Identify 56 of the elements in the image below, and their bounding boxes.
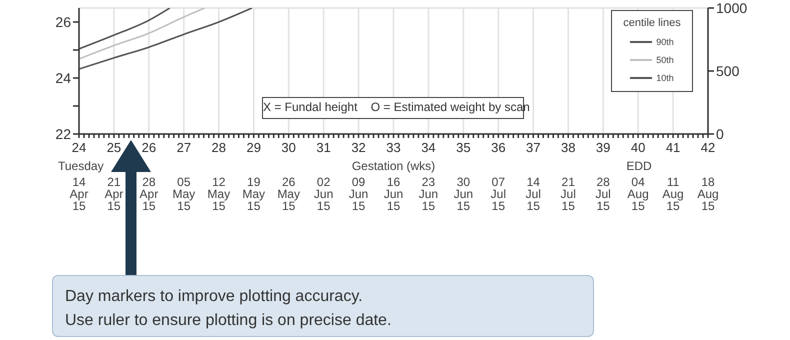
text: 11 Aug 15 <box>661 175 685 213</box>
legend-label: 50th <box>656 55 674 65</box>
x-tick-label: 30 <box>281 140 296 155</box>
x-axis-title: Gestation (wks) <box>350 159 436 173</box>
x-tick-label: 38 <box>560 140 576 155</box>
text: Day markers to improve plotting accuracy. <box>65 287 364 307</box>
text: 21 Apr 15 <box>104 175 124 213</box>
text: 30 Jun 15 <box>452 175 474 213</box>
x-tick-label: 36 <box>491 140 506 155</box>
text: 21 Jul 15 <box>560 175 577 213</box>
x-tick-label: 35 <box>456 140 471 155</box>
x-tick-label: 41 <box>666 140 680 155</box>
text: 09 Jun 15 <box>348 175 370 213</box>
x-tick-label: 26 <box>142 140 156 155</box>
y-tick-label: 26 <box>55 14 72 30</box>
text: Use ruler to ensure plotting is on precise date. <box>65 311 392 331</box>
text: 26 May 15 <box>276 175 301 213</box>
text: 07 Jul 15 <box>490 175 507 213</box>
x-tick-label: 27 <box>176 140 192 155</box>
text: 02 Jun 15 <box>312 175 334 213</box>
text: EDD <box>625 159 653 173</box>
text: Tuesday <box>58 159 104 173</box>
line-series <box>79 8 206 60</box>
text: 28 Apr 15 <box>138 175 160 213</box>
text: 18 Aug 15 <box>696 175 720 213</box>
text: 12 May 15 <box>206 175 232 213</box>
legend-label: 90th <box>656 37 674 47</box>
text: 16 Jun 15 <box>382 175 404 213</box>
y2-tick-label: 0 <box>716 126 724 142</box>
y2-tick-label: 500 <box>716 62 740 79</box>
legend-title: centile lines <box>622 17 682 29</box>
x-tick-label: 28 <box>212 140 226 155</box>
text: 28 Jul 15 <box>594 175 612 213</box>
line-series <box>79 8 253 70</box>
x-tick-label: 33 <box>386 140 401 155</box>
text: 19 May 15 <box>241 175 266 213</box>
x-tick-label: 40 <box>630 140 646 155</box>
y-tick-label: 22 <box>55 126 72 142</box>
text: 23 Jun 15 <box>418 175 440 213</box>
x-tick-label: 42 <box>700 140 716 155</box>
x-tick-label: 39 <box>596 140 610 155</box>
legend-label: 10th <box>656 73 674 83</box>
y-tick-label: 24 <box>55 70 72 86</box>
x-tick-label: 32 <box>351 140 366 155</box>
x-tick-label: 37 <box>526 140 541 155</box>
y2-tick-label: 1000 <box>716 0 748 16</box>
x-tick-label: 24 <box>72 140 86 155</box>
text: 14 Apr 15 <box>68 175 90 213</box>
line-series <box>79 8 171 50</box>
text: 04 Aug 15 <box>626 175 650 213</box>
x-tick-label: 31 <box>316 140 331 155</box>
text: 05 May 15 <box>171 175 196 213</box>
x-tick-label: 29 <box>246 140 261 155</box>
x-tick-label: 25 <box>106 140 122 155</box>
text: 14 Jul 15 <box>524 175 542 213</box>
x-tick-label: 34 <box>421 140 436 155</box>
